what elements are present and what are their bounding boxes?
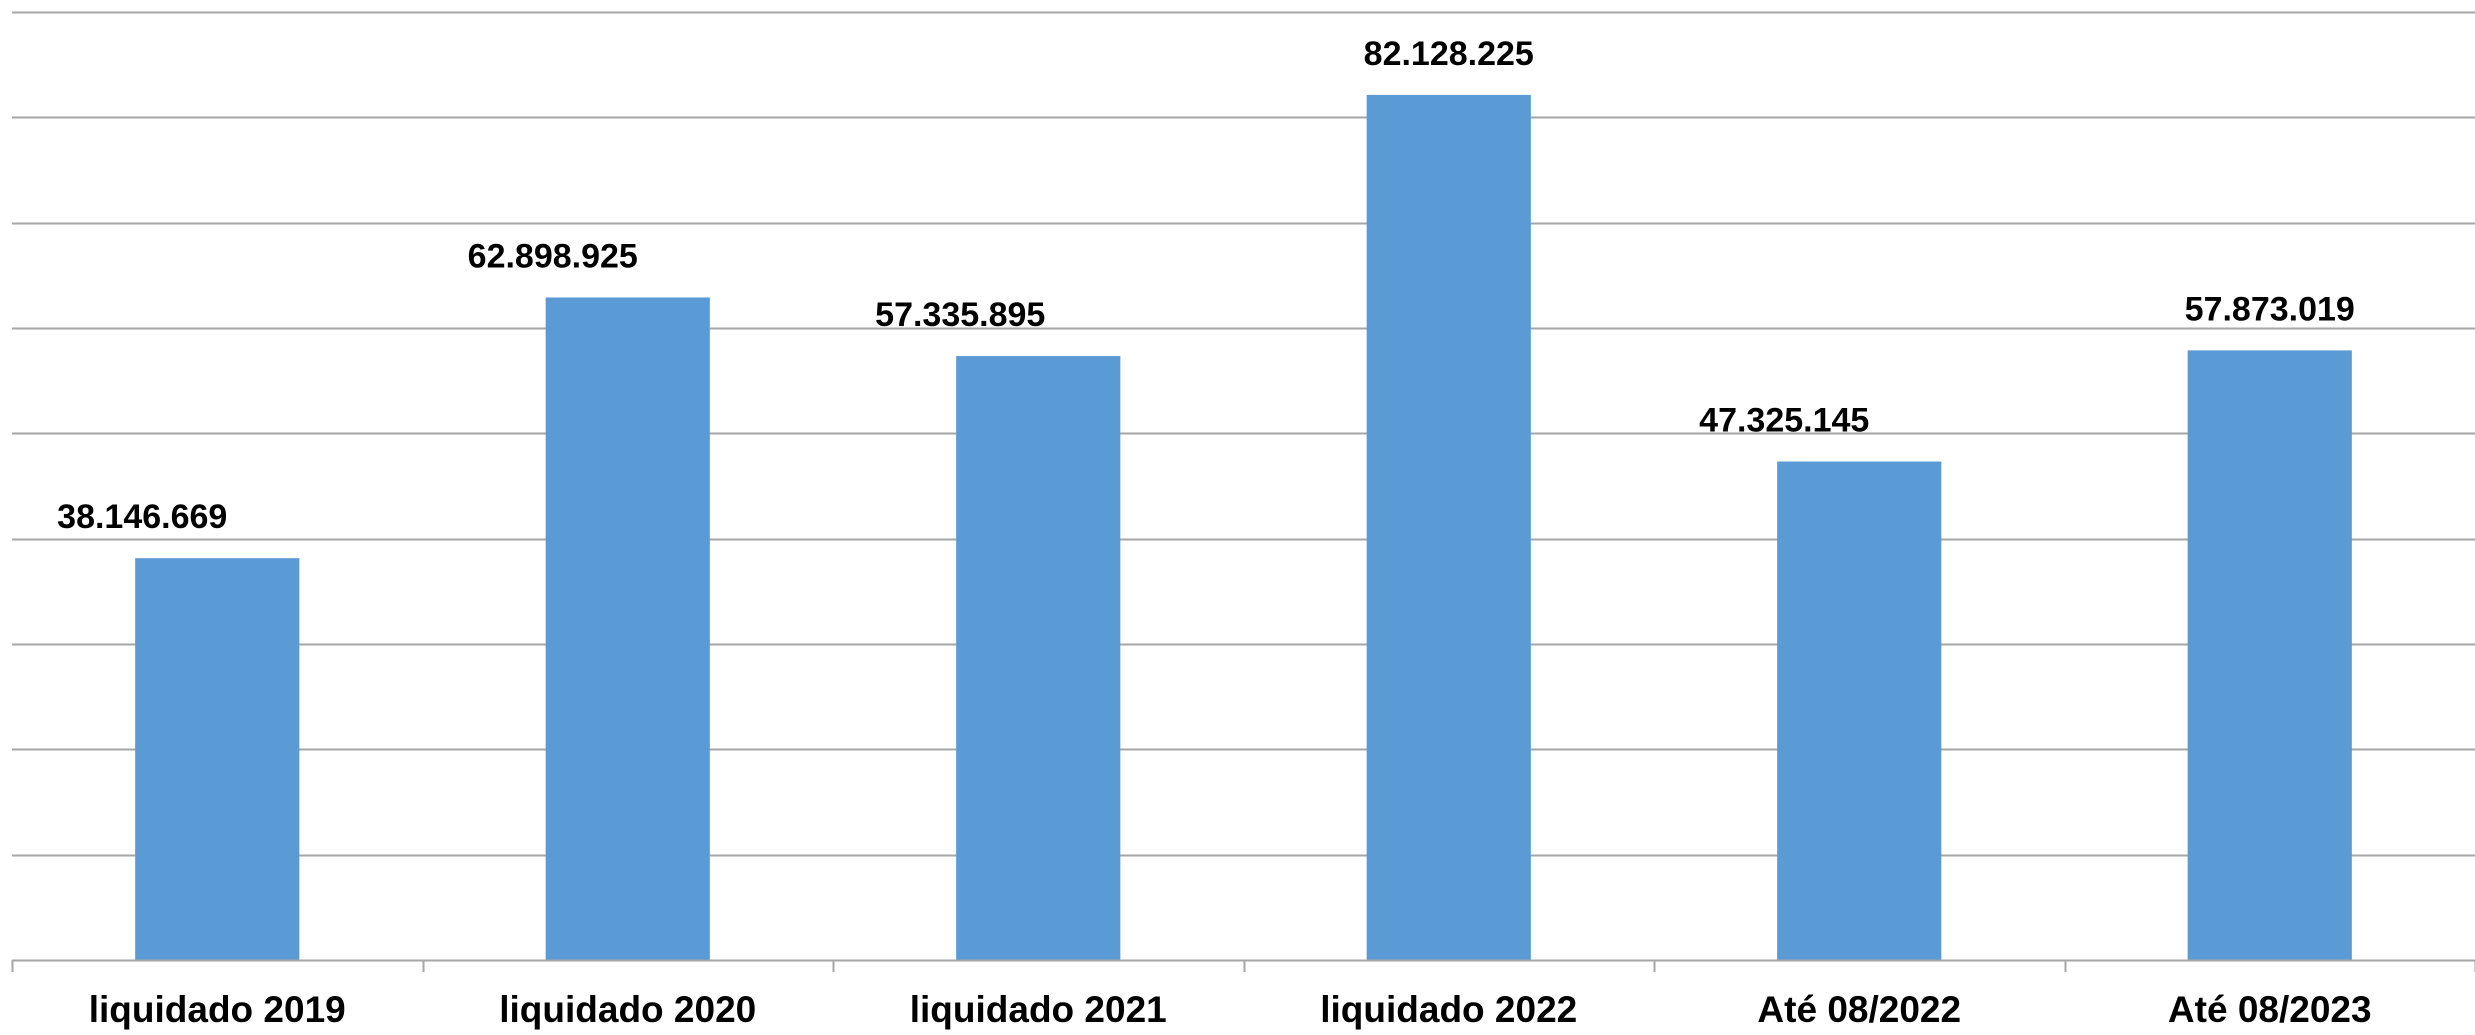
bars [135, 94, 2352, 961]
data-label-3: 57.335.895 [875, 296, 1045, 334]
x-tick-label-5: Até 08/2022 [1757, 989, 1961, 1030]
gridlines [12, 11, 2475, 857]
bar-4 [1366, 94, 1531, 961]
data-label-5: 47.325.145 [1699, 402, 1869, 440]
x-tick-labels: liquidado 2019 liquidado 2020 liquidado 20… [89, 989, 2372, 1030]
data-label-6: 57.873.019 [2185, 290, 2355, 328]
data-labels: 38.146.669 62.898.925 57.335.895 82.128.225… [57, 35, 2355, 536]
x-tick-label-1: liquidado 2019 [89, 989, 346, 1030]
bar-6 [2187, 350, 2352, 961]
x-tick-label-6: Até 08/2023 [2168, 989, 2372, 1030]
bar-5 [1777, 461, 1942, 960]
x-tick-label-4: liquidado 2022 [1320, 989, 1577, 1030]
data-label-1: 38.146.669 [57, 498, 227, 536]
data-label-2: 62.898.925 [468, 237, 638, 275]
bar-1 [135, 558, 300, 960]
data-label-4: 82.128.225 [1364, 35, 1534, 73]
x-tick-label-2: liquidado 2020 [499, 989, 756, 1030]
x-tick-label-3: liquidado 2021 [910, 989, 1167, 1030]
x-axis [11, 959, 2475, 972]
bar-2 [545, 297, 710, 960]
bar-3 [956, 356, 1121, 961]
